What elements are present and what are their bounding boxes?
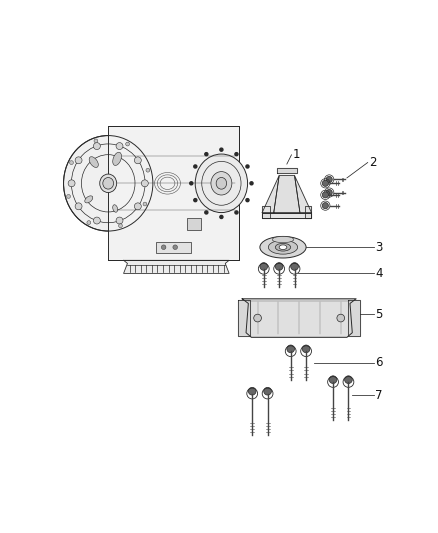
Circle shape (250, 182, 253, 185)
Circle shape (246, 199, 249, 201)
Bar (156, 242, 191, 253)
Ellipse shape (211, 172, 232, 195)
Polygon shape (304, 206, 311, 218)
Text: 5: 5 (375, 308, 383, 321)
Ellipse shape (113, 152, 121, 165)
Ellipse shape (103, 177, 113, 189)
Ellipse shape (276, 244, 291, 251)
Ellipse shape (64, 135, 153, 231)
Circle shape (345, 376, 352, 384)
Circle shape (87, 221, 91, 224)
Ellipse shape (260, 237, 306, 258)
Circle shape (287, 345, 294, 353)
Circle shape (143, 202, 147, 206)
Ellipse shape (100, 174, 117, 192)
Text: 1: 1 (293, 148, 300, 161)
Circle shape (93, 143, 100, 150)
Ellipse shape (85, 196, 93, 203)
Ellipse shape (272, 237, 294, 243)
Circle shape (134, 157, 141, 164)
Polygon shape (349, 301, 360, 336)
Circle shape (119, 224, 122, 228)
Polygon shape (277, 168, 297, 173)
Circle shape (260, 263, 268, 270)
Polygon shape (262, 206, 270, 218)
Polygon shape (262, 213, 311, 218)
Circle shape (264, 387, 272, 395)
Polygon shape (242, 299, 356, 337)
Ellipse shape (113, 205, 118, 212)
Circle shape (116, 143, 123, 150)
Circle shape (116, 217, 123, 224)
Circle shape (126, 142, 130, 146)
Bar (187, 218, 201, 230)
Circle shape (220, 148, 223, 151)
Text: 2: 2 (369, 156, 377, 169)
Circle shape (322, 203, 328, 209)
Polygon shape (124, 260, 229, 273)
Ellipse shape (268, 240, 298, 254)
Circle shape (94, 139, 98, 143)
Text: 6: 6 (375, 356, 383, 369)
Circle shape (75, 203, 82, 210)
Circle shape (194, 165, 197, 168)
Circle shape (205, 211, 208, 214)
Polygon shape (262, 175, 279, 213)
Circle shape (134, 203, 141, 210)
Polygon shape (238, 301, 250, 336)
Circle shape (276, 263, 283, 270)
Text: 4: 4 (375, 267, 383, 280)
Circle shape (235, 211, 238, 214)
Circle shape (248, 387, 256, 395)
Circle shape (141, 180, 148, 187)
Circle shape (329, 376, 337, 384)
Polygon shape (294, 175, 311, 213)
Circle shape (67, 195, 71, 198)
Circle shape (322, 192, 328, 198)
Ellipse shape (216, 177, 226, 189)
Circle shape (93, 217, 100, 224)
Ellipse shape (279, 245, 287, 249)
Circle shape (68, 180, 75, 187)
Circle shape (205, 152, 208, 156)
Circle shape (220, 215, 223, 219)
Circle shape (70, 160, 74, 165)
Ellipse shape (195, 154, 247, 213)
Bar (108, 126, 239, 260)
Polygon shape (274, 175, 300, 213)
Circle shape (146, 168, 150, 172)
Circle shape (235, 152, 238, 156)
Text: 7: 7 (375, 389, 383, 401)
Text: 3: 3 (375, 241, 383, 254)
Circle shape (337, 314, 345, 322)
Circle shape (190, 182, 193, 185)
Circle shape (173, 245, 177, 249)
Circle shape (291, 263, 298, 270)
Ellipse shape (89, 157, 99, 167)
Circle shape (302, 345, 310, 353)
Circle shape (246, 165, 249, 168)
Circle shape (194, 199, 197, 201)
Circle shape (75, 157, 82, 164)
Circle shape (326, 189, 332, 196)
Circle shape (326, 176, 332, 182)
Circle shape (161, 245, 166, 249)
Circle shape (254, 314, 261, 322)
Circle shape (322, 180, 328, 187)
